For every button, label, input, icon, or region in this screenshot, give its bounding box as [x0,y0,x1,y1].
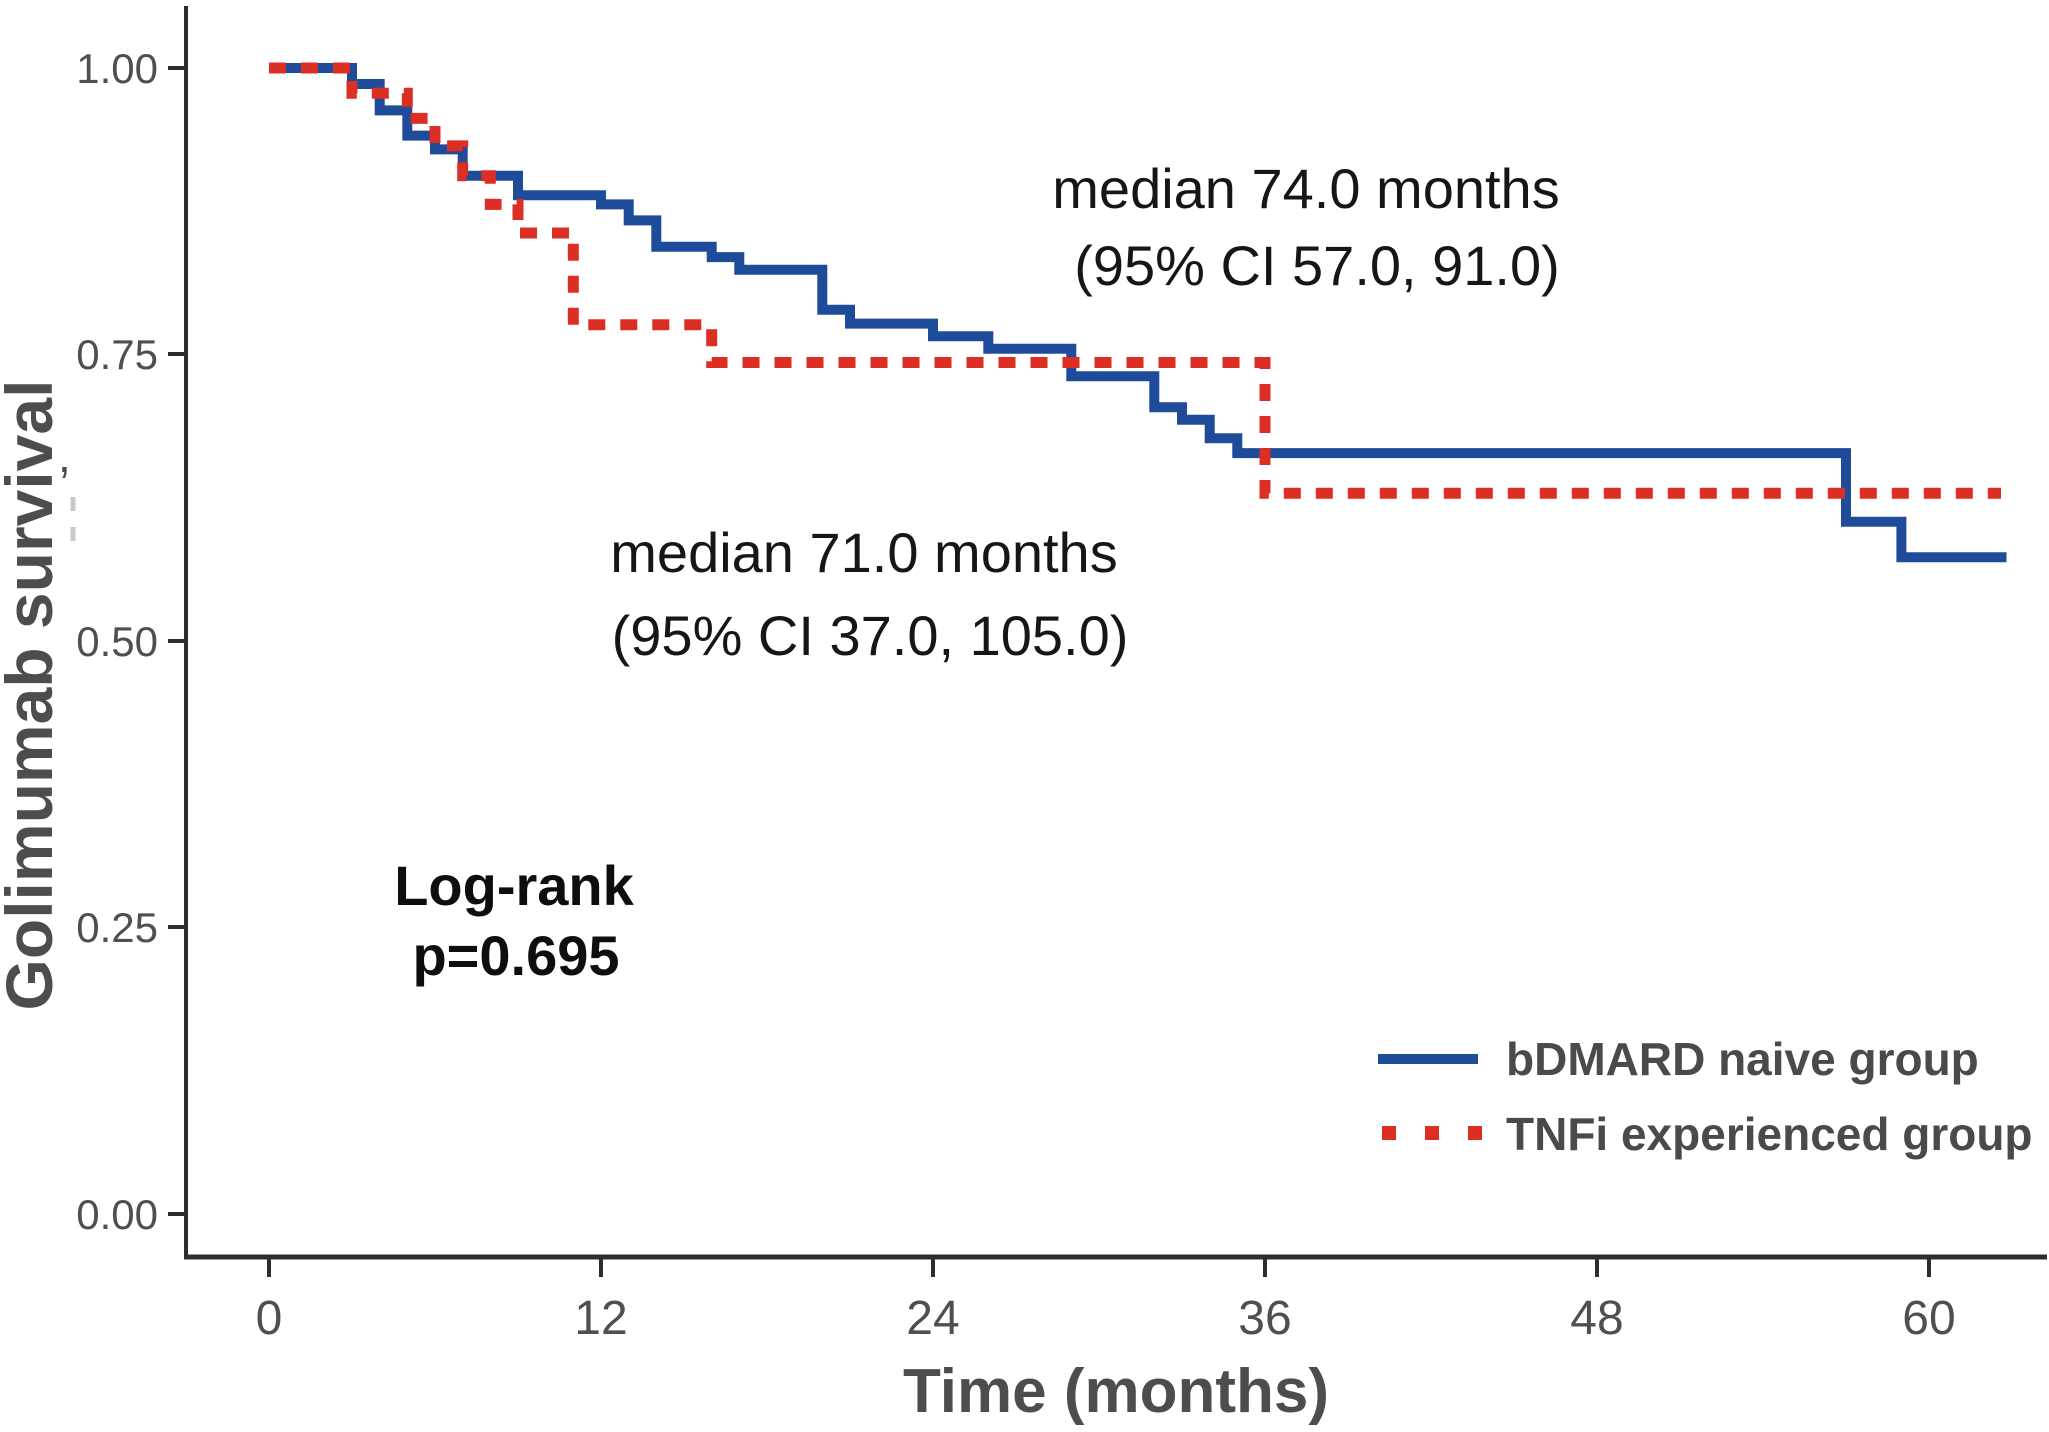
x-tick-label: 60 [1902,1292,1955,1345]
y-tick-labels: 1.00 0.75 0.50 0.25 0.00 [76,45,158,1238]
tnfi-experienced-group-curve [269,62,2001,499]
bdmard-naive-group-curve [269,63,2007,563]
annotations: median 74.0 months (95% CI 57.0, 91.0) m… [394,157,1560,987]
y-tick-label: 0.75 [76,331,158,378]
logrank-title: Log-rank [394,854,634,917]
x-tick-label: 0 [256,1292,283,1345]
x-tick-label: 36 [1238,1292,1291,1345]
x-axis-title: Time (months) [903,1357,1329,1426]
y-tick-label: 1.00 [76,45,158,92]
x-tick-label: 48 [1570,1292,1623,1345]
median-label-bdmard-naive: median 74.0 months [1052,157,1559,220]
y-tick-label: 0.50 [76,618,158,665]
y-tick-marks [168,66,186,1216]
ci-label-bdmard-naive: (95% CI 57.0, 91.0) [1074,234,1560,297]
stray-comma-mark: , [58,430,71,482]
y-tick-label: 0.00 [76,1191,158,1238]
axes [184,6,2047,1260]
x-tick-marks [267,1257,1931,1277]
x-tick-label: 24 [906,1292,959,1345]
legend-label-tnfi-experienced: TNFi experienced group [1506,1108,2033,1160]
median-label-tnfi-experienced: median 71.0 months [610,521,1117,584]
legend: bDMARD naive group TNFi experienced grou… [1378,1033,2033,1160]
legend-label-bdmard-naive: bDMARD naive group [1506,1033,1979,1085]
ci-label-tnfi-experienced: (95% CI 37.0, 105.0) [612,604,1129,667]
x-tick-label: 12 [574,1292,627,1345]
logrank-p-value: p=0.695 [412,924,619,987]
x-tick-labels: 0 12 24 36 48 60 [256,1292,1956,1345]
survival-curves [269,62,2007,563]
y-axis-title: Golimumab survival [0,380,66,1011]
y-tick-label: 0.25 [76,904,158,951]
